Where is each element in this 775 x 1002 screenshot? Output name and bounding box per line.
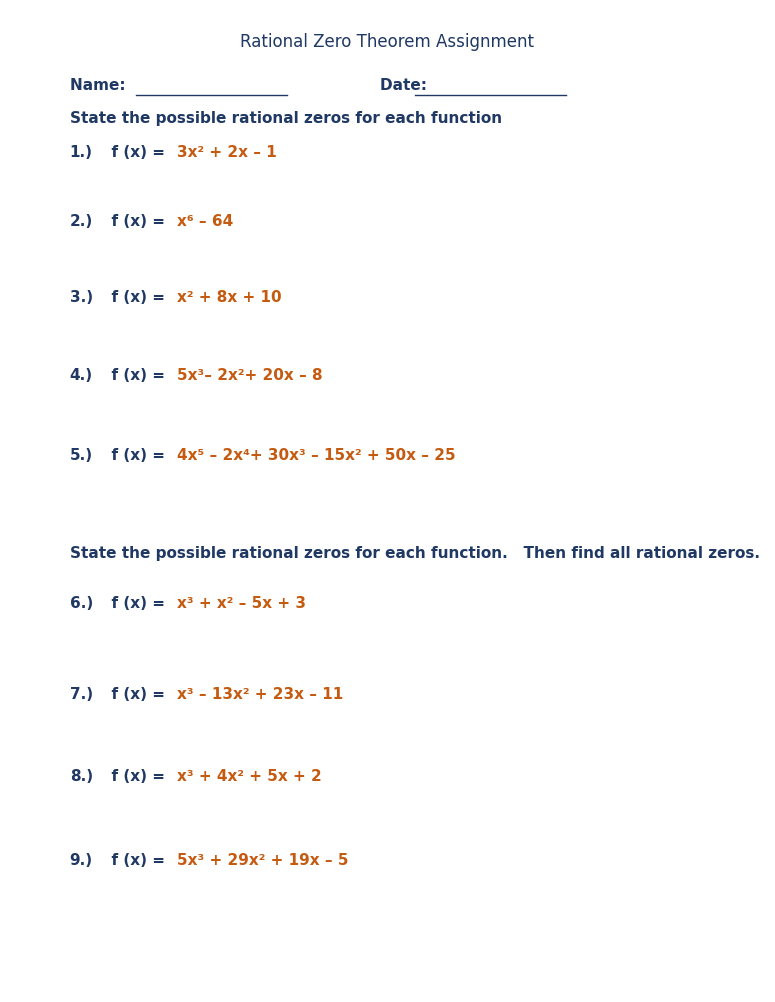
- Text: 2.): 2.): [70, 214, 93, 228]
- Text: f (x) =: f (x) =: [101, 145, 170, 159]
- Text: Rational Zero Theorem Assignment: Rational Zero Theorem Assignment: [240, 33, 535, 51]
- Text: f (x) =: f (x) =: [101, 596, 170, 610]
- Text: x² + 8x + 10: x² + 8x + 10: [177, 291, 281, 305]
- Text: Date:: Date:: [380, 78, 432, 92]
- Text: Name:: Name:: [70, 78, 131, 92]
- Text: x³ + 4x² + 5x + 2: x³ + 4x² + 5x + 2: [177, 769, 322, 783]
- Text: 5.): 5.): [70, 448, 93, 462]
- Text: 3.): 3.): [70, 291, 93, 305]
- Text: 1.): 1.): [70, 145, 93, 159]
- Text: 4.): 4.): [70, 368, 93, 382]
- Text: 4x⁵ – 2x⁴+ 30x³ – 15x² + 50x – 25: 4x⁵ – 2x⁴+ 30x³ – 15x² + 50x – 25: [177, 448, 456, 462]
- Text: State the possible rational zeros for each function.   Then find all rational ze: State the possible rational zeros for ea…: [70, 546, 760, 560]
- Text: x³ – 13x² + 23x – 11: x³ – 13x² + 23x – 11: [177, 686, 343, 700]
- Text: State the possible rational zeros for each function: State the possible rational zeros for ea…: [70, 111, 502, 125]
- Text: 5x³– 2x²+ 20x – 8: 5x³– 2x²+ 20x – 8: [177, 368, 322, 382]
- Text: x³ + x² – 5x + 3: x³ + x² – 5x + 3: [177, 596, 305, 610]
- Text: f (x) =: f (x) =: [101, 686, 170, 700]
- Text: f (x) =: f (x) =: [101, 769, 170, 783]
- Text: 6.): 6.): [70, 596, 93, 610]
- Text: 5x³ + 29x² + 19x – 5: 5x³ + 29x² + 19x – 5: [177, 853, 348, 867]
- Text: 3x² + 2x – 1: 3x² + 2x – 1: [177, 145, 277, 159]
- Text: f (x) =: f (x) =: [101, 214, 170, 228]
- Text: f (x) =: f (x) =: [101, 291, 170, 305]
- Text: 8.): 8.): [70, 769, 93, 783]
- Text: x⁶ – 64: x⁶ – 64: [177, 214, 233, 228]
- Text: 7.): 7.): [70, 686, 93, 700]
- Text: 9.): 9.): [70, 853, 93, 867]
- Text: f (x) =: f (x) =: [101, 853, 170, 867]
- Text: f (x) =: f (x) =: [101, 368, 170, 382]
- Text: f (x) =: f (x) =: [101, 448, 170, 462]
